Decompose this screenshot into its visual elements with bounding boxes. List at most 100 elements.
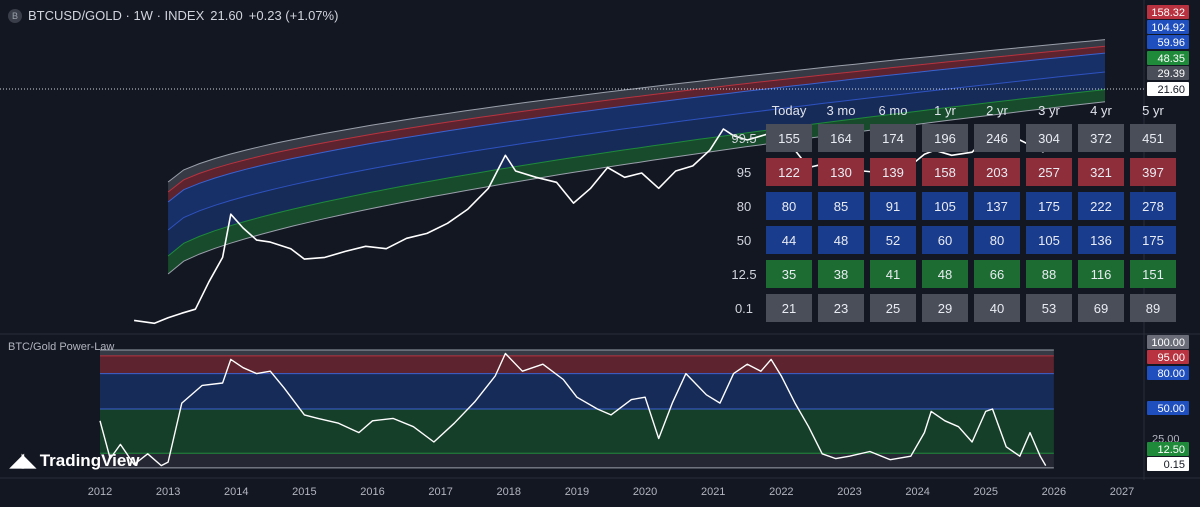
price-badge [1147,5,1189,19]
oscillator-badge [1147,335,1189,349]
time-tick-label: 2025 [973,486,997,498]
table-row: 80 80 85 91 105 137 175 222 278 [728,192,1176,220]
time-tick-label: 2012 [88,486,112,498]
table-cell: 60 [922,226,968,254]
time-tick-label: 2016 [360,486,384,498]
row-label: 99.5 [731,130,757,146]
table-cell: 29 [922,294,968,322]
table-cell: 23 [818,294,864,322]
table-cell: 66 [974,260,1020,288]
tradingview-watermark: ◢◣ TradingView [10,450,140,471]
table-cell: 278 [1130,192,1176,220]
table-cell: 137 [974,192,1020,220]
table-cell: 116 [1078,260,1124,288]
row-label: 95 [736,164,752,180]
oscillator-badge [1147,442,1189,456]
horizon-header: 5 yr [1142,102,1164,118]
oscillator-badge-label: 12.50 [1157,444,1185,456]
time-tick-label: 2019 [565,486,589,498]
table-cell: 80 [974,226,1020,254]
table-cell: 88 [1026,260,1072,288]
band-green [168,89,1106,274]
row-label: 0.1 [734,300,754,316]
table-cell: 246 [974,124,1020,152]
zone-green [100,409,1054,454]
table-cell: 52 [870,226,916,254]
symbol-header[interactable]: B BTCUSD/GOLD · 1W · INDEX 21.60 +0.23 (… [8,8,338,23]
row-label: 80 [736,198,752,214]
horizon-header: 3 yr [1038,102,1060,118]
table-cell: 175 [1026,192,1072,220]
table-cell: 257 [1026,158,1072,186]
lower-pane-title[interactable]: BTC/Gold Power-Law [8,341,115,353]
zone-top [100,350,1054,356]
time-tick-label: 2024 [905,486,929,498]
corner-cell [728,102,760,118]
table-cell: 321 [1078,158,1124,186]
table-cell: 164 [818,124,864,152]
forecast-header-row: Today 3 mo 6 mo 1 yr 2 yr 3 yr 4 yr 5 yr [728,102,1176,118]
oscillator-badge [1147,366,1189,380]
table-cell: 158 [922,158,968,186]
table-cell: 35 [766,260,812,288]
price-badge [1147,51,1189,65]
table-cell: 80 [766,192,812,220]
table-cell: 105 [922,192,968,220]
oscillator-badge [1147,350,1189,364]
zone-blue [100,373,1054,409]
table-cell: 151 [1130,260,1176,288]
time-tick-label: 2013 [156,486,180,498]
price-badge-label: 104.92 [1151,22,1185,34]
table-cell: 372 [1078,124,1124,152]
table-row: 12.5 35 38 41 48 66 88 116 151 [728,260,1176,288]
symbol-logo-icon: B [8,8,22,23]
horizon-header: 6 mo [878,102,908,118]
forecast-table: Today 3 mo 6 mo 1 yr 2 yr 3 yr 4 yr 5 yr… [722,96,1182,328]
time-tick-label: 2017 [428,486,452,498]
price-badge-label: 21.60 [1157,84,1185,96]
watermark-text: TradingView [39,450,140,470]
table-cell: 174 [870,124,916,152]
table-cell: 91 [870,192,916,220]
table-cell: 48 [818,226,864,254]
time-tick-label: 2015 [292,486,316,498]
table-cell: 304 [1026,124,1072,152]
horizon-header: 1 yr [934,102,956,118]
time-tick-label: 2014 [224,486,248,498]
oscillator-badge [1147,457,1189,471]
time-tick-label: 2023 [837,486,861,498]
horizon-header: Today [771,102,807,118]
table-cell: 397 [1130,158,1176,186]
table-cell: 175 [1130,226,1176,254]
band-line [167,89,1106,257]
table-cell: 130 [818,158,864,186]
price-badge-label: 29.39 [1157,68,1185,80]
price-badge-label: 59.96 [1157,37,1185,49]
price-change: +0.23 (+1.07%) [248,8,339,23]
table-cell: 203 [974,158,1020,186]
table-cell: 85 [818,192,864,220]
table-cell: 222 [1078,192,1124,220]
horizon-header: 3 mo [826,102,856,118]
zone-grey [100,453,1054,468]
table-cell: 38 [818,260,864,288]
oscillator-badge [1147,401,1189,415]
price-badge-label: 48.35 [1157,53,1185,65]
price-badge [1147,82,1189,96]
table-cell: 48 [922,260,968,288]
table-cell: 53 [1026,294,1072,322]
table-cell: 25 [870,294,916,322]
table-row: 99.5 155 164 174 196 246 304 372 451 [728,124,1176,152]
table-cell: 451 [1130,124,1176,152]
time-tick-label: 2022 [769,486,793,498]
band-line [167,101,1106,275]
band-blue-lower [168,72,1106,256]
symbol-title: BTCUSD/GOLD · 1W · INDEX [28,8,205,23]
table-cell: 122 [766,158,812,186]
table-cell: 40 [974,294,1020,322]
tradingview-logo-icon: ◢◣ [10,450,36,470]
row-label: 50 [736,232,752,248]
table-cell: 105 [1026,226,1072,254]
oscillator-badge-label: 80.00 [1157,368,1185,380]
